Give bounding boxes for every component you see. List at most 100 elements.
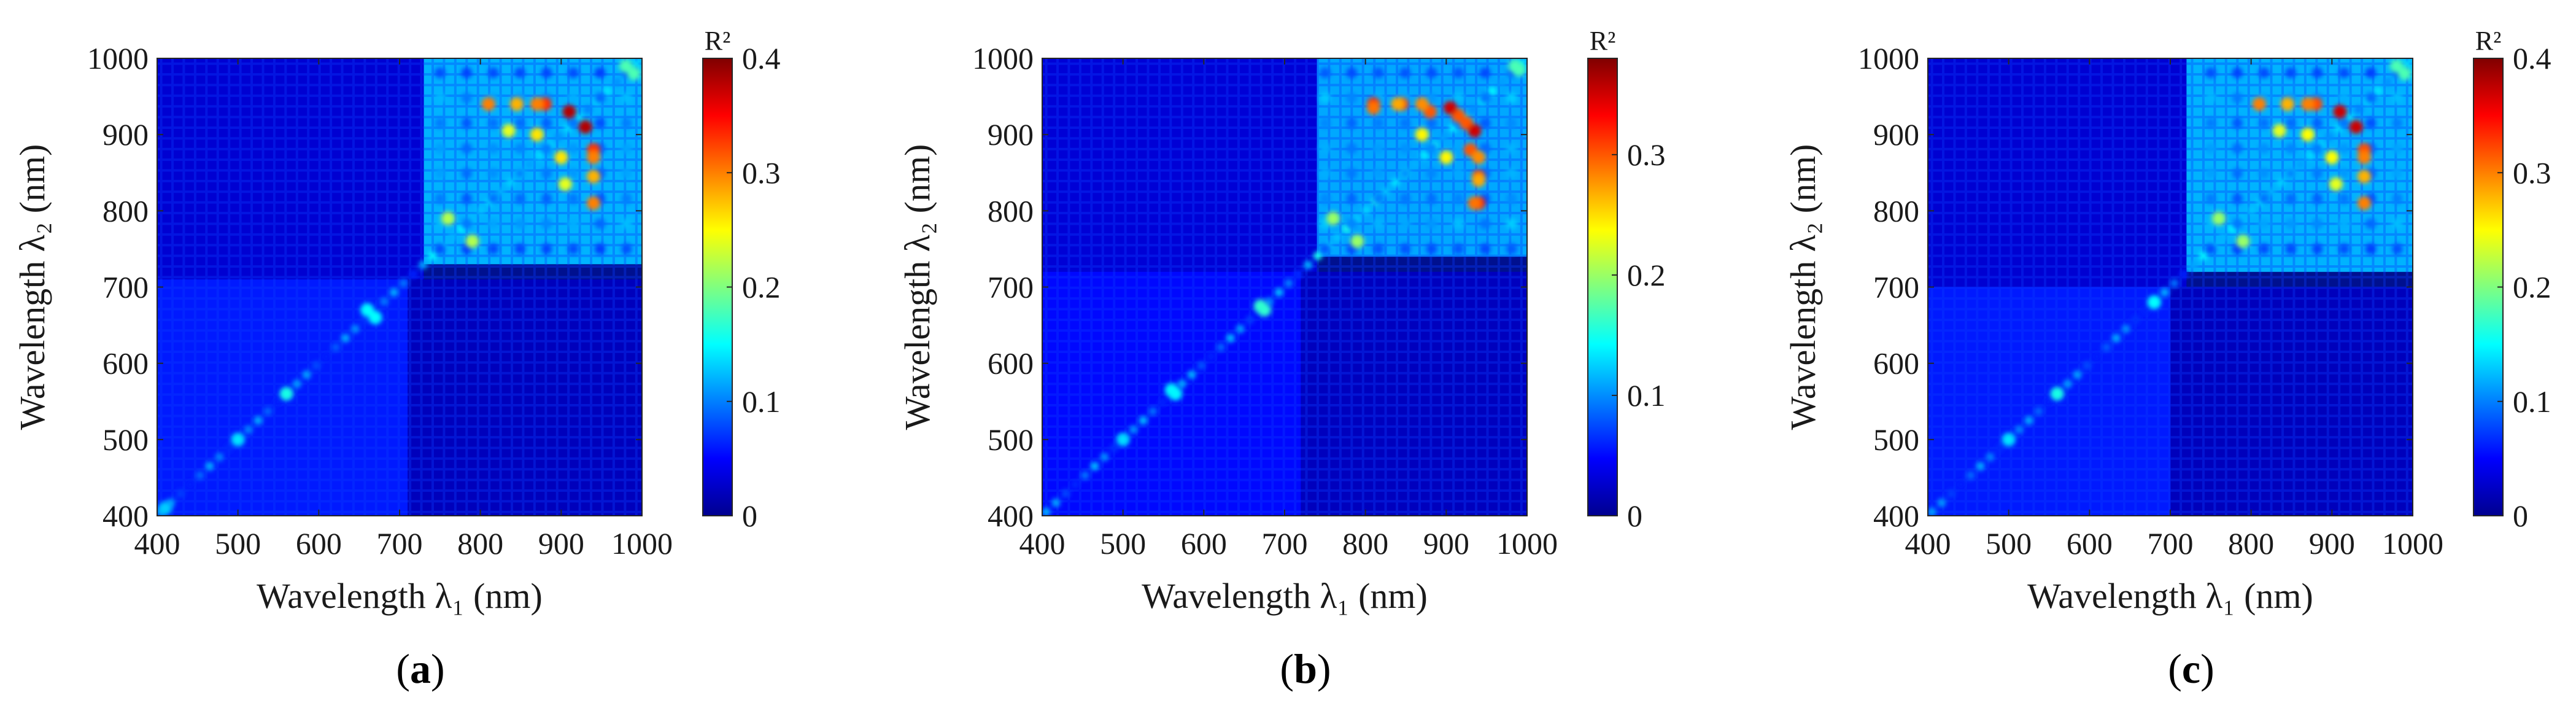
lattice-blob	[2391, 218, 2403, 230]
hot-spot	[441, 211, 455, 225]
lattice-blob	[461, 193, 473, 204]
lattice-blob	[514, 243, 526, 255]
lattice-blob	[434, 193, 446, 204]
lattice-blob	[461, 218, 473, 230]
colorbar-title: R²	[705, 26, 731, 56]
lattice-blob	[1453, 168, 1464, 179]
diagonal-cell	[1139, 416, 1148, 425]
x-tick-label: 600	[1181, 526, 1227, 561]
colorbar-tick-label: 0.3	[1627, 138, 1666, 172]
diagonal-cell	[613, 77, 622, 87]
lattice-blob	[594, 92, 606, 104]
lattice-blob	[2338, 218, 2350, 230]
diagonal-cell	[2170, 279, 2179, 288]
lattice-blob	[2391, 142, 2403, 154]
hot-spot	[587, 196, 600, 210]
lattice-blob	[1346, 92, 1358, 104]
lattice-blob	[1346, 168, 1358, 179]
y-axis-label: Wavelength λ₂ (nm)	[12, 144, 52, 430]
diagonal-cell	[185, 480, 195, 489]
y-tick-label: 1000	[972, 41, 1034, 76]
diagonal-cell	[2014, 425, 2024, 434]
lattice-blob	[2258, 193, 2270, 204]
y-tick-label: 1000	[1858, 41, 1919, 76]
lattice-blob	[2258, 67, 2270, 79]
hot-spot	[578, 120, 592, 134]
hot-spot	[1415, 128, 1429, 142]
lattice-blob	[2391, 243, 2403, 255]
lattice-blob	[1453, 218, 1464, 230]
lattice-blob	[1506, 218, 1517, 230]
lattice-blob	[1346, 67, 1358, 79]
lattice-blob	[2205, 117, 2216, 129]
hot-spot	[1472, 173, 1485, 187]
colorbar	[702, 58, 733, 516]
lattice-blob	[2232, 168, 2243, 179]
panel-c: 400 400 500 500 600 600 700 700 800 800 900 900 1000…	[1771, 0, 2576, 719]
heatmap-region	[1928, 58, 2187, 287]
diagonal-cell	[2189, 260, 2199, 270]
colorbar-tick-label: 0.1	[1627, 378, 1666, 413]
diagonal-cell	[2034, 406, 2043, 416]
colorbar-tick-label: 0.2	[2513, 270, 2551, 305]
lattice-blob	[1506, 193, 1517, 204]
diagonal-cell	[2160, 288, 2169, 297]
diagonal-cell	[1177, 379, 1186, 389]
diagonal-cell	[409, 270, 418, 279]
diagonal-cell	[2296, 160, 2305, 169]
lattice-blob	[1372, 168, 1384, 179]
diagonal-cell	[1274, 288, 1283, 297]
diagonal-cell	[1420, 150, 1429, 160]
lattice-blob	[1319, 193, 1331, 204]
diagonal-cell	[2063, 379, 2072, 389]
colorbar-tick-label: 0.1	[742, 384, 781, 419]
diagonal-cell	[1061, 489, 1070, 498]
diagonal-cell	[1313, 251, 1322, 260]
diagonal-cell	[2073, 370, 2082, 379]
hot-spot-mirror	[465, 235, 479, 248]
lattice-blob	[1372, 67, 1384, 79]
hot-spot-mirror	[627, 66, 641, 80]
lattice-blob	[2232, 117, 2243, 129]
lattice-blob	[2391, 168, 2403, 179]
diagonal-cell	[244, 425, 253, 434]
diagonal-cell	[399, 279, 408, 288]
lattice-blob	[461, 142, 473, 154]
hot-spot	[501, 123, 516, 138]
diagonal-cell	[476, 206, 485, 215]
diagonal-ridge	[1928, 59, 2412, 516]
hot-spot-mirror	[368, 311, 382, 325]
diagonal-cell	[1488, 87, 1497, 96]
colorbar-tick-label: 0.2	[1627, 258, 1666, 292]
lattice-blob	[568, 117, 579, 129]
hot-spot	[2002, 432, 2016, 446]
lattice-blob	[2311, 142, 2323, 154]
diagonal-cell	[1986, 453, 1995, 462]
diagonal-cell	[2325, 132, 2334, 141]
diagonal-cell	[2102, 343, 2111, 352]
colorbar-tick-label: 0.2	[742, 270, 781, 305]
hot-spot	[530, 128, 544, 142]
heatmap-region	[2170, 287, 2413, 516]
diagonal-cell	[302, 370, 311, 379]
hot-spot-mirror	[558, 177, 572, 191]
lattice-blob	[1346, 117, 1358, 129]
lattice-blob	[1319, 243, 1331, 255]
diagonal-cell	[1129, 425, 1138, 434]
lattice-blob	[541, 168, 552, 179]
lattice-blob	[434, 92, 446, 104]
lattice-blob	[1319, 92, 1331, 104]
diagonal-cell	[2199, 251, 2208, 260]
lattice-blob	[2285, 117, 2297, 129]
y-tick-label: 500	[1873, 422, 1919, 457]
heatmap-plot-area	[1042, 58, 1527, 516]
diagonal-cell	[2305, 150, 2315, 160]
lattice-blob	[487, 142, 499, 154]
hot-spot-mirror	[1258, 303, 1272, 317]
colorbar-title: R²	[2475, 26, 2502, 56]
hot-spot-mirror	[2236, 235, 2250, 248]
lattice-blob	[2391, 92, 2403, 104]
diagonal-cell	[176, 489, 185, 498]
lattice-blob	[621, 218, 632, 230]
